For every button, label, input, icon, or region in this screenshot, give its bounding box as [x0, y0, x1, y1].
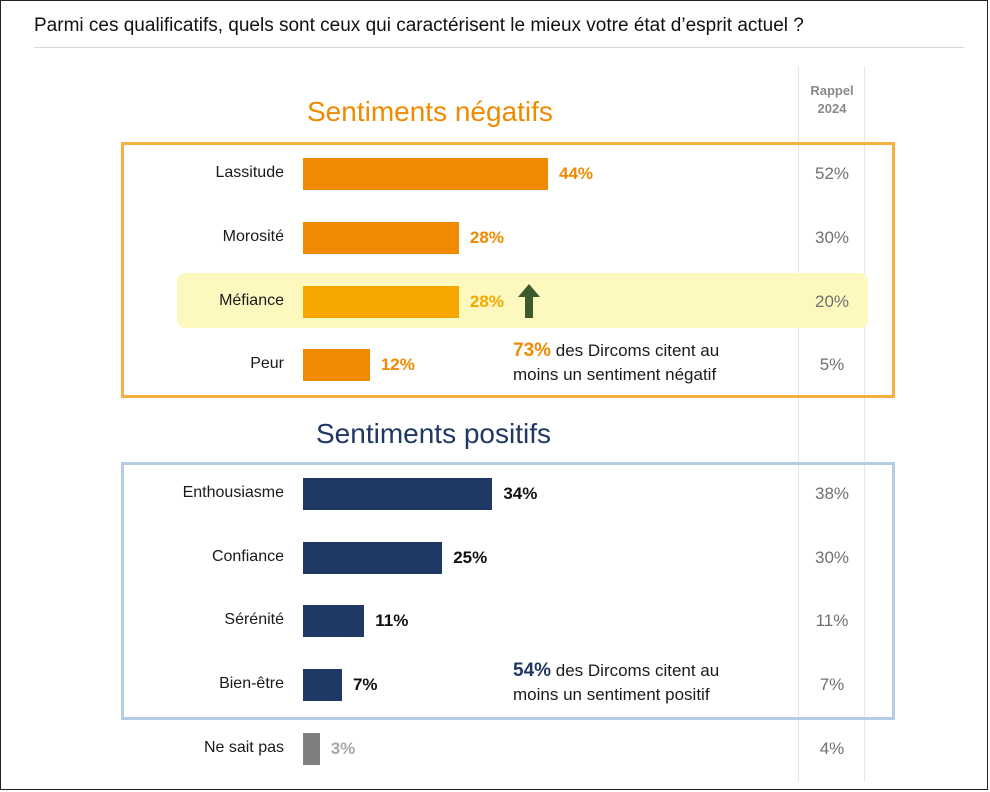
value-label-morosite: 28% — [469, 228, 504, 247]
recall-column-left-line — [798, 66, 799, 782]
recall-value-ne-sait-pas: 4% — [819, 739, 845, 758]
category-label-morosite: Morosité — [222, 228, 284, 245]
recall-value-bien-etre: 7% — [819, 675, 845, 694]
recall-value-enthousiasme: 38% — [814, 484, 850, 503]
negative-annotation-value: 73% — [513, 340, 552, 361]
value-label-mefiance: 28% — [469, 292, 504, 311]
question-text: Parmi ces qualificatifs, quels sont ceux… — [34, 15, 804, 36]
category-label-ne-sait-pas: Ne sait pas — [203, 739, 284, 756]
recall-value-lassitude: 52% — [814, 164, 850, 183]
value-label-lassitude: 44% — [559, 164, 594, 183]
category-label-serenite: Sérénité — [224, 611, 284, 628]
category-label-lassitude: Lassitude — [215, 164, 285, 181]
positive-annotation-line1: des Dircoms citent au — [551, 661, 720, 680]
category-label-peur: Peur — [250, 355, 284, 372]
value-label-bien-etre: 7% — [352, 675, 378, 694]
bar-lassitude — [303, 158, 548, 190]
recall-value-confiance: 30% — [814, 548, 850, 567]
value-label-ne-sait-pas: 3% — [330, 739, 356, 758]
bar-confiance — [303, 542, 443, 574]
up-arrow-icon — [518, 284, 540, 318]
recall-value-serenite: 11% — [815, 611, 849, 630]
value-label-peur: 12% — [380, 355, 415, 374]
bar-enthousiasme — [303, 478, 493, 510]
highlight-row-mefiance — [177, 273, 868, 328]
question-divider — [34, 47, 964, 48]
value-label-serenite: 11% — [375, 611, 409, 630]
bar-peur — [303, 349, 370, 381]
category-label-mefiance: Méfiance — [219, 292, 284, 309]
category-label-bien-etre: Bien-être — [219, 675, 284, 692]
bar-serenite — [303, 605, 365, 637]
recall-value-morosite: 30% — [814, 228, 850, 247]
value-label-confiance: 25% — [453, 548, 488, 567]
positive-annotation-line2: moins un sentiment positif — [513, 685, 710, 704]
positive-section-title: Sentiments positifs — [316, 418, 551, 449]
negative-section-box — [121, 142, 895, 398]
category-label-enthousiasme: Enthousiasme — [182, 484, 284, 501]
bar-mefiance — [303, 286, 459, 318]
recall-value-mefiance: 20% — [814, 292, 850, 311]
recall-column-header: Rappel 2024 — [800, 82, 864, 118]
positive-annotation-value: 54% — [513, 660, 552, 681]
positive-annotation: 54% des Dircoms citent au moins un senti… — [513, 659, 719, 707]
recall-header-year: 2024 — [817, 101, 847, 116]
value-label-enthousiasme: 34% — [503, 484, 538, 503]
positive-section-box — [121, 462, 895, 720]
bar-morosite — [303, 222, 459, 254]
negative-annotation-line2: moins un sentiment négatif — [513, 365, 717, 384]
recall-column-right-line — [864, 66, 865, 782]
category-label-confiance: Confiance — [211, 548, 284, 565]
negative-annotation-line1: des Dircoms citent au — [551, 341, 720, 360]
recall-value-peur: 5% — [819, 355, 845, 374]
bar-ne-sait-pas — [303, 733, 320, 765]
negative-section-title: Sentiments négatifs — [307, 96, 553, 127]
recall-header-word: Rappel — [810, 83, 854, 98]
bar-bien-etre — [303, 669, 342, 701]
negative-annotation: 73% des Dircoms citent au moins un senti… — [513, 339, 719, 387]
